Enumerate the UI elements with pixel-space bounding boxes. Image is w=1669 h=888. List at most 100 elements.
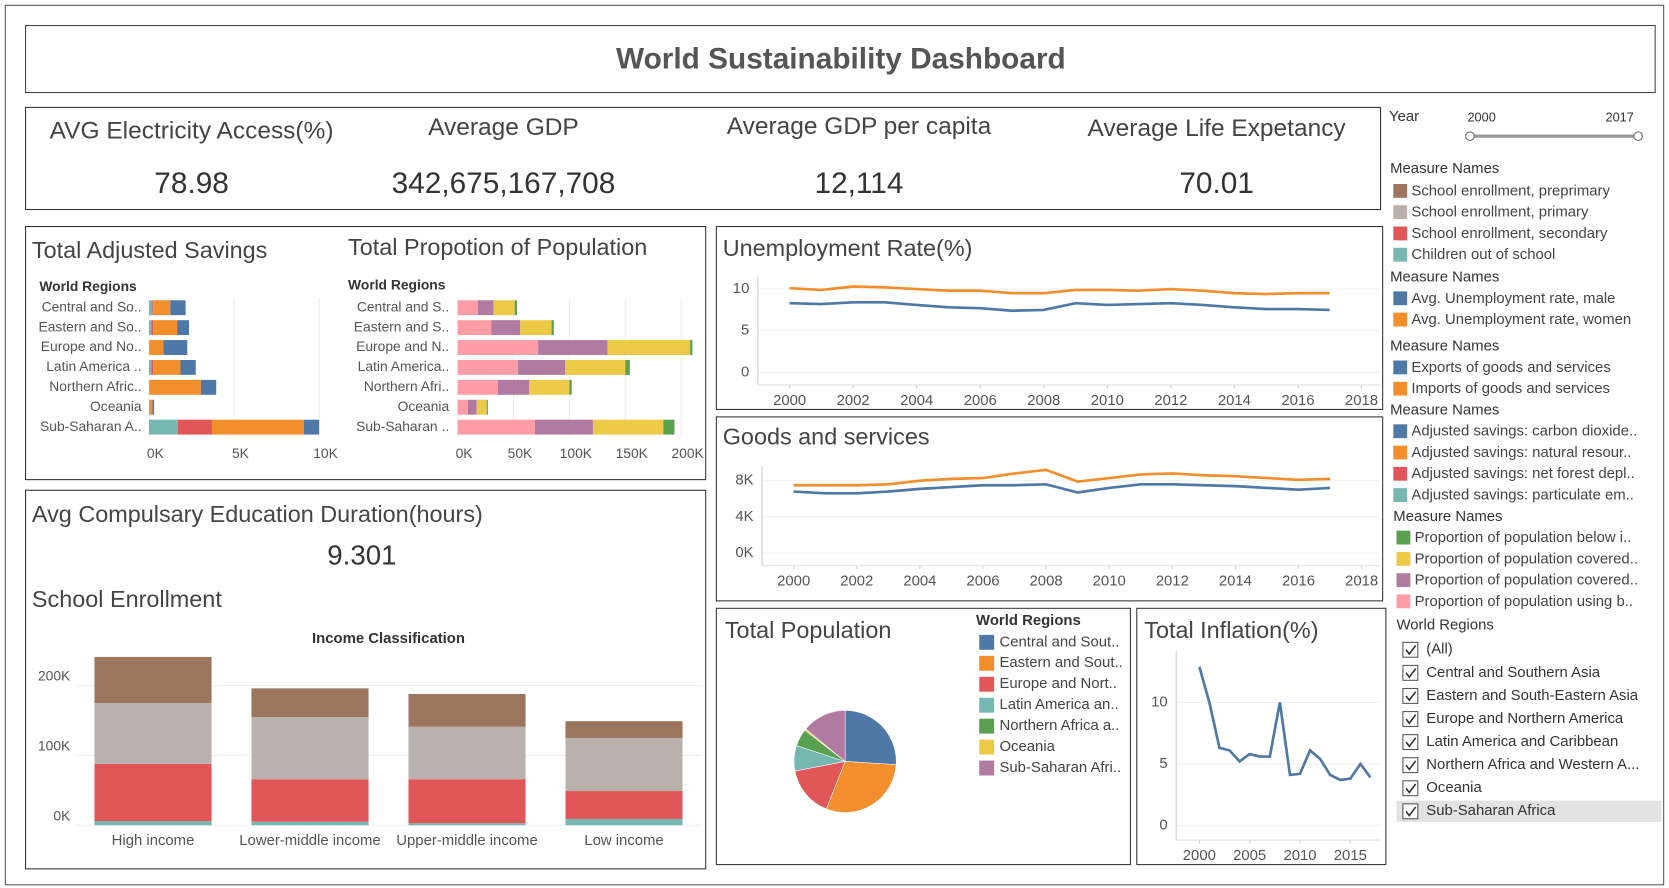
- category-label: Northern Afri..: [364, 378, 449, 394]
- bar-segment: [303, 419, 320, 435]
- x-tick-label: 2000: [777, 574, 810, 590]
- x-tick-label: 2000: [1183, 848, 1216, 864]
- bar-segment: [457, 379, 498, 395]
- x-tick-label: 100K: [560, 445, 593, 461]
- x-tick-label: 2016: [1282, 574, 1315, 590]
- bar-segment: [152, 300, 154, 316]
- bar-segment: [152, 399, 155, 415]
- kpi-label: AVG Electricity Access(%): [50, 117, 334, 144]
- x-tick-label: 50K: [508, 445, 533, 461]
- bar-segment: [153, 320, 178, 336]
- chart-title: School Enrollment: [32, 586, 222, 612]
- axis-title: World Regions: [348, 277, 446, 293]
- x-tick-label: 2002: [837, 393, 870, 409]
- bar-segment: [607, 340, 691, 355]
- legend-swatch: [1393, 488, 1408, 502]
- bar-segment: [493, 300, 515, 316]
- legend-label: Eastern and Sout..: [999, 655, 1122, 671]
- legend-swatch: [1393, 291, 1408, 306]
- bar-segment: [565, 818, 683, 826]
- bar-segment: [94, 821, 212, 826]
- checkbox[interactable]: [1402, 734, 1419, 751]
- filter-option[interactable]: Latin America and Caribbean: [1426, 734, 1618, 750]
- slider-handle[interactable]: [1465, 131, 1475, 141]
- legend-swatch: [1396, 530, 1411, 545]
- legend-swatch: [979, 676, 995, 692]
- series-line: [793, 468, 1331, 487]
- category-label: Europe and No..: [41, 338, 142, 354]
- chart-title: Total Inflation(%): [1144, 617, 1318, 643]
- bar-segment: [177, 419, 212, 435]
- x-tick-label: 2016: [1281, 393, 1314, 409]
- y-tick-label: 0K: [735, 545, 753, 561]
- bar-segment: [153, 300, 171, 316]
- legend-swatch: [1396, 594, 1411, 609]
- checkbox[interactable]: [1402, 780, 1419, 797]
- bar-segment: [151, 320, 154, 336]
- legend-label: Avg. Unemployment rate, male: [1411, 291, 1615, 307]
- slider-handle[interactable]: [1633, 131, 1643, 141]
- checkbox[interactable]: [1402, 664, 1419, 681]
- y-tick-label: 4K: [735, 509, 753, 525]
- bar-segment: [149, 340, 164, 355]
- checkbox[interactable]: [1402, 803, 1419, 820]
- panel-frame: [715, 225, 1384, 410]
- filter-option[interactable]: Northern Africa and Western A...: [1426, 757, 1639, 773]
- x-tick-label: 2005: [1233, 848, 1266, 864]
- filter-option[interactable]: Europe and Northern America: [1426, 711, 1624, 727]
- bar-segment: [457, 359, 519, 375]
- legend-label: Central and Sout..: [999, 634, 1119, 650]
- filter-option[interactable]: Eastern and South-Eastern Asia: [1426, 688, 1639, 704]
- chart-title: Total Population: [725, 617, 892, 643]
- bar-segment: [149, 359, 152, 375]
- y-tick-label: 5: [741, 323, 749, 339]
- legend-swatch: [979, 739, 995, 755]
- bar-segment: [491, 320, 521, 336]
- slider-min: 2000: [1467, 109, 1495, 124]
- checkbox[interactable]: [1402, 757, 1419, 774]
- legend-label: Adjusted savings: net forest depl..: [1411, 466, 1634, 482]
- category-label: Oceania: [398, 398, 450, 414]
- pie-slice: [844, 710, 897, 765]
- filter-option[interactable]: (All): [1426, 642, 1452, 658]
- bar-segment: [529, 379, 570, 395]
- bar-segment: [251, 688, 369, 718]
- chart-title: Goods and services: [723, 423, 930, 449]
- filter-option[interactable]: Central and Southern Asia: [1426, 665, 1600, 681]
- bar-segment: [408, 779, 526, 824]
- checkbox[interactable]: [1402, 687, 1419, 704]
- x-tick-label: 2012: [1154, 393, 1187, 409]
- checkbox[interactable]: [1402, 641, 1419, 658]
- x-tick-label: 2010: [1283, 848, 1316, 864]
- series-line: [789, 301, 1330, 313]
- category-label: Northern Afric..: [49, 378, 141, 394]
- y-tick-label: 5: [1159, 756, 1167, 772]
- filter-option[interactable]: Sub-Saharan Africa: [1426, 803, 1556, 819]
- legend-label: Proportion of population covered..: [1415, 573, 1638, 589]
- bar-segment: [625, 359, 630, 375]
- legend-label: Proportion of population using b..: [1415, 594, 1633, 610]
- bar-segment: [592, 419, 664, 435]
- chart-title: Total Propotion of Population: [348, 234, 647, 260]
- legend-label: Adjusted savings: particulate em..: [1411, 488, 1634, 504]
- legend-swatch: [1393, 312, 1408, 327]
- education-value: 9.301: [327, 540, 396, 571]
- legend-swatch: [1393, 183, 1408, 198]
- x-tick-label: 2000: [773, 393, 806, 409]
- bar-segment: [251, 821, 369, 826]
- checkbox[interactable]: [1402, 711, 1419, 727]
- filter-option[interactable]: Oceania: [1426, 780, 1482, 796]
- category-label: Latin America ..: [46, 358, 141, 374]
- x-tick-label: 2010: [1093, 574, 1126, 590]
- bar-segment: [565, 791, 683, 819]
- check-mark: [1405, 645, 1417, 656]
- category-label: Sub-Saharan ..: [356, 418, 449, 434]
- category-label: Central and So..: [42, 298, 142, 314]
- bar-segment: [569, 379, 572, 395]
- x-tick-label: 200K: [671, 445, 704, 461]
- panel-frame: [25, 489, 707, 870]
- bar-segment: [514, 300, 517, 316]
- legend-label: Latin America an..: [999, 697, 1118, 713]
- legend-swatch: [979, 718, 995, 734]
- category-label: Sub-Saharan A..: [40, 418, 142, 434]
